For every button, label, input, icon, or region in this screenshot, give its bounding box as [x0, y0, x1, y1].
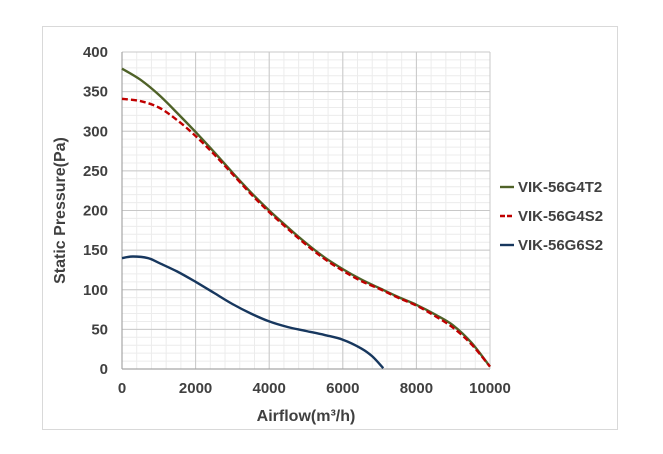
- y-tick-label: 400: [83, 44, 108, 61]
- y-tick-label: 300: [83, 123, 108, 140]
- y-axis-title: Static Pressure(Pa): [52, 137, 69, 284]
- y-tick-label: 250: [83, 163, 108, 180]
- series-line-vik-56g6s2: [121, 255, 385, 370]
- y-tick-label: 200: [83, 203, 108, 220]
- y-tick-label: 100: [83, 282, 108, 299]
- legend-label: VIK-56G4T2: [518, 179, 602, 196]
- major-gridlines: [121, 51, 491, 370]
- x-tick-label: 6000: [326, 380, 359, 397]
- tick-labels: 0 2000 4000 6000 8000 10000 0 50 100 150 200 250 300…: [83, 44, 511, 397]
- y-tick-label: 350: [83, 84, 108, 101]
- axes: [121, 52, 490, 370]
- x-tick-label: 4000: [253, 380, 286, 397]
- x-tick-label: 2000: [179, 380, 212, 397]
- y-tick-label: 50: [91, 321, 108, 338]
- series-lines: [121, 67, 491, 370]
- y-tick-label: 0: [100, 361, 108, 378]
- legend: VIK-56G4T2 VIK-56G4S2 VIK-56G6S2: [500, 179, 603, 254]
- y-tick-label: 150: [83, 242, 108, 259]
- legend-label: VIK-56G6S2: [518, 237, 603, 254]
- x-axis-title: Airflow(m³/h): [257, 408, 356, 425]
- x-tick-label: 10000: [469, 380, 511, 397]
- legend-label: VIK-56G4S2: [518, 208, 603, 225]
- x-tick-label: 0: [118, 380, 126, 397]
- x-tick-label: 8000: [400, 380, 433, 397]
- series-line-vik-56g4s2: [121, 97, 491, 368]
- chart-frame: [42, 26, 618, 430]
